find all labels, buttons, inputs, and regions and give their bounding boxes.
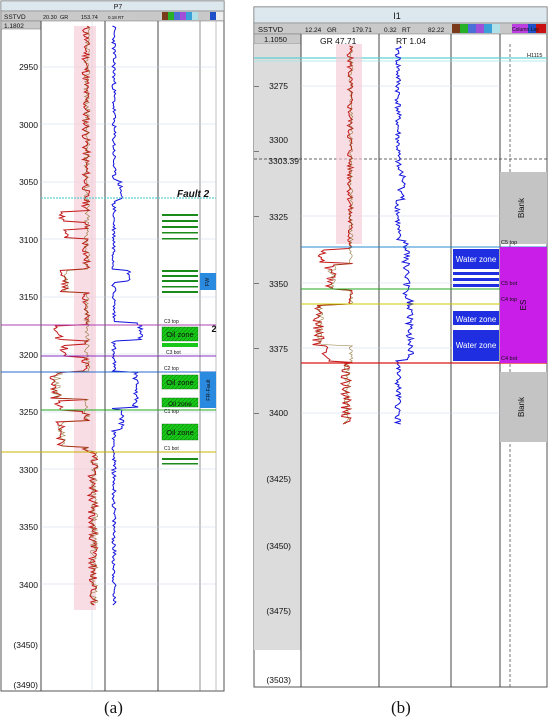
color-legend-b <box>452 24 546 33</box>
depth-tick-a: 3200 <box>19 350 38 360</box>
gr-curve-a-secondary <box>52 25 99 606</box>
depth-tick-b: 3325 <box>269 212 288 222</box>
well-name-b: I1 <box>393 11 401 21</box>
oil-zone-label-1: Oil zone <box>166 330 194 339</box>
marker-c3-top-a: C3 top <box>164 319 179 325</box>
blank-label-2: Blank <box>517 396 526 417</box>
depth-tick-a: 3150 <box>19 292 38 302</box>
depth-tick-b: 3400 <box>269 408 288 418</box>
depth-tick-a: 3250 <box>19 407 38 417</box>
depth-tick-a: 3350 <box>19 522 38 532</box>
depth-header-b: SSTVD <box>258 25 284 34</box>
panel-a: P7 SSTVD 20.30 GR 153.74 0.18 RT 1.1802 <box>0 0 225 692</box>
color-legend-a <box>162 12 223 20</box>
rt-curve-a <box>110 25 144 606</box>
rt-readout-b: RT 1.04 <box>396 36 426 46</box>
depth-tick-b: (3425) <box>266 474 291 484</box>
blank-label-1: Blank <box>517 197 526 218</box>
marker-c4-bot-b: C4 bot <box>501 356 518 362</box>
gr-min-a: 20.30 <box>43 15 57 21</box>
depth-scale-b: 1.1050 <box>264 35 287 44</box>
side-label-frfault: FR-Fault <box>206 379 212 401</box>
depth-tick-a: (3450) <box>13 640 38 650</box>
rt-max-b: 82.22 <box>428 27 445 34</box>
rt-min-b: 0.32 <box>384 27 397 34</box>
gr-readout-b: GR 47.71 <box>320 36 357 46</box>
water-zone-label-2: Water zone <box>456 315 497 324</box>
depth-tick-a: 3100 <box>19 235 38 245</box>
depth-scale-a: 1.1802 <box>4 23 24 30</box>
water-zone-label-3: Water zone <box>456 341 497 350</box>
oil-zone-label-4: Oil zone <box>166 428 194 437</box>
depth-tick-b: 3350 <box>269 279 288 289</box>
depth-tick-b: (3450) <box>266 541 291 551</box>
depth-tick-a: 3300 <box>19 465 38 475</box>
oil-zone-label-3: Oil zone <box>168 401 192 408</box>
panel-b: I1 SSTVD 12.24 GR 179.71 0.32 RT 82.22 C… <box>253 6 548 688</box>
gr-min-b: 12.24 <box>305 27 322 34</box>
marker-c2-top-a: C2 top <box>164 366 179 372</box>
water-zone-label-1: Water zone <box>456 255 497 264</box>
oil-zone-label-2: Oil zone <box>166 378 194 387</box>
caption-a: (a) <box>104 698 123 717</box>
formation-label-b: ES <box>519 300 528 311</box>
marker-c1-bot-a: C1 bot <box>164 446 179 452</box>
rt-name-b: RT <box>402 27 411 34</box>
side-label-fw: FW <box>205 277 211 286</box>
depth-tick-b: (3503) <box>266 675 291 685</box>
depth-tick-b: 3375 <box>269 344 288 354</box>
depth-track-b <box>254 44 301 650</box>
depth-axis-b: 3275 3300 3325 3350 3375 3400 (3425) (34… <box>266 81 291 685</box>
gr-curve-b-secondary <box>315 45 354 425</box>
depth-tick-b: (3475) <box>266 606 291 616</box>
marker-c4-top-b: C4 top <box>501 297 517 303</box>
gr-name-b: GR <box>327 27 337 34</box>
depth-tick-a: 3050 <box>19 177 38 187</box>
cursor-depth-b: 3303.39 <box>268 156 299 166</box>
gr-name-a: GR <box>60 15 68 21</box>
depth-tick-a: (3490) <box>13 680 38 690</box>
depth-tick-a: 2950 <box>19 62 38 72</box>
thin-beds-a <box>162 214 198 465</box>
marker-c5-top-b: C5 top <box>501 240 517 246</box>
depth-tick-a: 3400 <box>19 580 38 590</box>
depth-header-a: SSTVD <box>4 14 26 21</box>
gr-max-b: 179.71 <box>352 27 372 34</box>
well-name-a: P7 <box>114 4 123 11</box>
fault-marker-a: 2 <box>211 324 216 334</box>
marker-c3-bot-a: C3 bot <box>166 350 181 356</box>
marker-c5-bot-b: C5 bot <box>501 281 518 287</box>
fault-label-a: Fault 2 <box>177 189 210 200</box>
caption-b: (b) <box>391 698 411 717</box>
depth-axis-a: 2950 3000 3050 3100 3150 3200 3250 3300 … <box>13 62 38 690</box>
gr-max-a: 153.74 <box>81 15 98 21</box>
es-formation-b <box>500 247 547 363</box>
rt-header-a: 0.18 RT <box>108 15 124 20</box>
header-right-b: Column Lay <box>512 27 539 33</box>
horizon-label-b: H1115 <box>527 53 542 59</box>
marker-c1-top-a: C1 top <box>164 409 179 415</box>
depth-tick-a: 3000 <box>19 120 38 130</box>
depth-tick-b: 3300 <box>269 135 288 145</box>
depth-tick-b: 3275 <box>269 81 288 91</box>
rt-curve-b <box>393 45 416 425</box>
